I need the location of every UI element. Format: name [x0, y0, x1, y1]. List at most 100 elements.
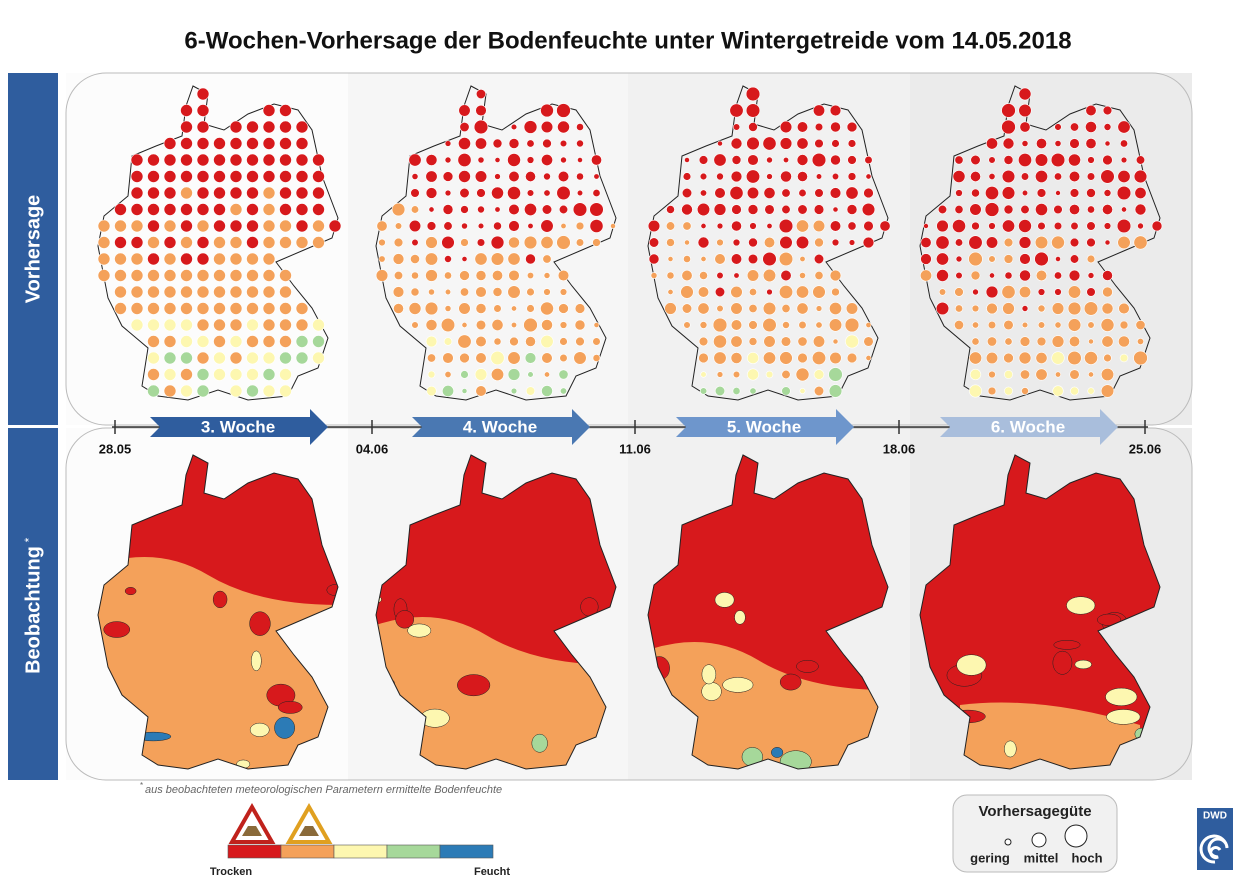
forecast-dot [730, 335, 743, 348]
forecast-dot [713, 351, 727, 365]
forecast-dot [114, 302, 127, 315]
soil-patch [249, 611, 271, 636]
forecast-dot [716, 172, 724, 181]
forecast-dot [970, 270, 981, 281]
forecast-dot [246, 335, 259, 348]
forecast-dot [1004, 337, 1013, 346]
forecast-dot [920, 253, 932, 265]
forecast-dot [1018, 351, 1032, 365]
forecast-dot [828, 384, 843, 398]
forecast-dot [592, 189, 601, 197]
soil-patch [1066, 596, 1096, 615]
forecast-dot [461, 256, 468, 262]
forecast-dot [410, 254, 420, 264]
forecast-dot [279, 318, 292, 332]
forecast-dot [196, 269, 210, 282]
forecast-dot [163, 302, 177, 315]
forecast-dot [955, 255, 963, 263]
forecast-dot [213, 252, 226, 266]
forecast-dot [475, 88, 487, 100]
forecast-dot [1003, 319, 1014, 331]
forecast-dot [378, 238, 386, 247]
forecast-dot [680, 285, 694, 299]
footnote-mark: * [140, 781, 143, 790]
forecast-dot [731, 155, 742, 165]
forecast-dot [847, 155, 857, 165]
forecast-dot [427, 353, 436, 363]
forecast-dot [1070, 221, 1079, 231]
forecast-dot [795, 367, 810, 382]
forecast-dot [490, 235, 505, 250]
quality-title: Vorhersagegüte [978, 803, 1091, 820]
forecast-dot [828, 367, 843, 382]
forecast-dot [427, 370, 436, 379]
quality-symbol [1031, 832, 1047, 848]
forecast-dot [576, 189, 584, 197]
forecast-dot [681, 269, 693, 282]
forecast-dot [163, 368, 177, 381]
soil-patch [701, 682, 722, 701]
week-label: 5. Woche [727, 417, 801, 436]
forecast-dot [766, 156, 773, 164]
forecast-dot [665, 221, 676, 231]
map-outline [647, 454, 889, 770]
forecast-dot [698, 336, 709, 347]
forecast-dot [845, 302, 859, 315]
forecast-dot [985, 351, 999, 365]
forecast-dot [592, 238, 601, 247]
forecast-dot [543, 172, 551, 181]
forecast-dot [988, 173, 996, 180]
forecast-dot [1069, 138, 1080, 149]
soil-patch [124, 587, 137, 596]
forecast-dot [460, 287, 469, 297]
forecast-dot [510, 123, 518, 131]
forecast-dot [749, 288, 757, 296]
soil-moderate [376, 617, 616, 769]
forecast-dot [1020, 204, 1030, 215]
forecast-dot [180, 186, 193, 200]
forecast-dot [229, 269, 243, 282]
forecast-dot [862, 236, 875, 249]
forecast-dot [1021, 305, 1029, 312]
forecast-dot [557, 120, 570, 134]
forecast-dot [525, 253, 536, 265]
forecast-dot [295, 203, 309, 216]
forecast-dot [1067, 301, 1082, 316]
forecast-dot [1086, 188, 1096, 198]
forecast-dot [681, 203, 693, 216]
date-label: 28.05 [99, 441, 132, 456]
forecast-dot [730, 302, 743, 315]
forecast-dot [262, 104, 276, 117]
forecast-dot [163, 269, 177, 282]
forecast-dot [828, 318, 843, 332]
forecast-dot [1051, 351, 1065, 365]
forecast-dot [799, 388, 806, 394]
forecast-dot [593, 322, 600, 328]
forecast-dot [196, 170, 210, 183]
forecast-dot [180, 219, 193, 233]
forecast-dot [229, 335, 243, 348]
forecast-dot [279, 219, 292, 233]
forecast-map [97, 85, 342, 401]
forecast-dot [1100, 318, 1115, 332]
forecast-dot [246, 368, 259, 381]
forecast-dot [844, 317, 860, 333]
forecast-dot [543, 288, 551, 296]
forecast-dot [732, 387, 741, 395]
forecast-dot [1087, 156, 1095, 164]
forecast-dot [1004, 386, 1013, 396]
forecast-dot [815, 321, 823, 329]
panel [65, 427, 1193, 781]
soil-patch [771, 747, 784, 758]
forecast-dot [1102, 154, 1113, 166]
forecast-dot [733, 272, 740, 279]
forecast-dot [213, 236, 226, 249]
forecast-dot [765, 370, 774, 379]
forecast-dot [229, 302, 243, 315]
forecast-dot [1051, 302, 1065, 315]
forecast-dot [574, 319, 586, 331]
forecast-dot [424, 301, 439, 316]
forecast-dot [557, 170, 570, 183]
forecast-dot [865, 355, 872, 361]
